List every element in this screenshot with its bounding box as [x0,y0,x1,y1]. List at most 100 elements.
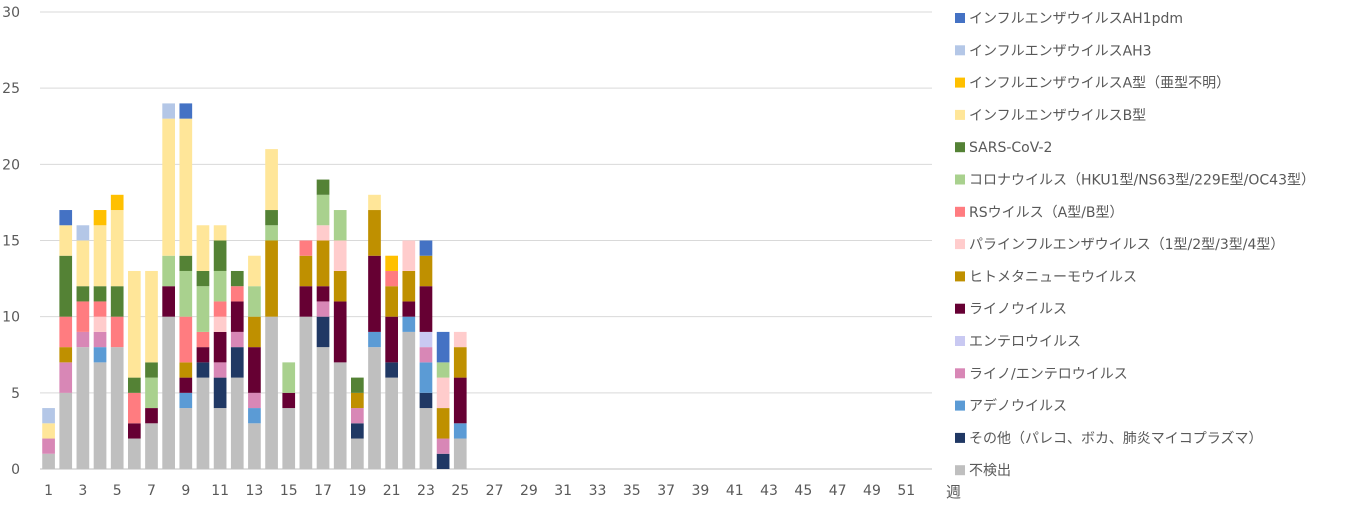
bar-segment [213,240,227,271]
bar-segment [402,301,416,317]
bar-segment [385,316,399,363]
legend-swatch [955,465,965,476]
bar-segment [127,270,141,378]
bar-segment [179,408,193,469]
x-tick-label: 29 [520,483,538,499]
bar-segment [162,118,176,256]
bar-segment [316,301,330,317]
bar-segment [333,210,347,241]
bar-segment [145,270,158,363]
x-tick-label: 21 [383,483,401,499]
x-tick-label: 51 [897,483,915,499]
x-tick-label: 7 [147,483,156,499]
bar-segment [145,377,158,409]
bar-segment [127,392,141,424]
x-tick-label: 5 [113,483,122,499]
x-tick-label: 49 [863,483,881,499]
bar-segment [110,286,124,317]
bar-segment [196,331,210,348]
legend-label: アデノウイルス [969,398,1067,415]
bar-segment [110,194,124,211]
legend-swatch [955,432,965,443]
bar-segment [248,316,261,348]
bar-segment [127,438,141,469]
legend-label: インフルエンザウイルスB型 [969,108,1146,124]
x-tick-label: 47 [829,483,847,499]
bar-segment [333,301,347,363]
bar-segment [299,240,313,256]
bar-segment [385,255,399,271]
legend-swatch [955,77,965,88]
bar-segment [316,347,330,469]
y-tick-label: 0 [11,462,20,478]
bar-segment [230,347,244,378]
bar-segment [213,301,227,317]
bar-segment [385,286,399,317]
bar-segment [453,377,467,424]
legend-swatch [955,13,965,23]
bar-segment [93,347,107,363]
bar-segment [453,331,467,348]
legend-label: インフルエンザウイルスA型（亜型不明） [969,76,1230,92]
bar-segment [93,210,107,226]
bar-segment [368,331,381,348]
bar-segment [248,347,261,393]
bar-segment [59,362,73,393]
bar-segment [127,423,141,439]
bar-segment [59,225,73,256]
x-tick-label: 45 [794,483,812,499]
bar-segment [350,408,364,424]
bar-segment [145,408,158,424]
bar-segment [42,408,55,424]
y-tick-label: 25 [2,81,20,97]
legend-label: インフルエンザウイルスAH1pdm [969,11,1183,27]
bar-segment [93,225,107,287]
bar-segment [93,331,107,348]
bar-segment [316,286,330,302]
bar-segment [110,347,124,469]
bar-segment [230,270,244,287]
x-tick-label: 17 [314,483,332,499]
bar-segment [265,225,278,241]
bar-segment [76,225,90,241]
bar-segment [248,408,261,424]
bar-segment [436,331,450,363]
bar-segment [179,118,193,256]
legend-label: ヒトメタニューモウイルス [969,269,1137,285]
legend-swatch [955,142,965,153]
legend-label: パラインフルエンザウイルス（1型/2型/3型/4型） [969,237,1284,253]
bar-segment [162,286,176,317]
bar-segment [350,392,364,409]
bar-segment [213,408,227,469]
bar-segment [196,362,210,378]
bar-segment [333,362,347,469]
bar-segment [350,377,364,393]
bar-segment [196,270,210,287]
bar-segment [265,240,278,317]
x-tick-label: 43 [760,483,778,499]
bar-segment [419,331,433,348]
legend-swatch [955,271,965,282]
legend-swatch [955,206,965,217]
bar-segment [213,377,227,409]
bar-segment [179,392,193,409]
bar-segment [162,316,176,469]
legend-swatch [955,336,965,346]
bar-segment [436,377,450,409]
legend-swatch [955,174,965,185]
bar-segment [316,194,330,226]
bar-segment [93,286,107,302]
bar-segment [230,286,244,302]
bar-segment [196,225,210,271]
bar-segment [196,347,210,363]
bar-segment [316,240,330,287]
bar-segment [76,301,90,332]
x-unit-label: 週 [946,483,961,501]
bar-segment [179,377,193,393]
bar-segment [179,255,193,271]
bar-segment [162,103,176,119]
bar-segment [316,225,330,241]
bar-segment [419,408,433,469]
bar-segment [419,362,433,393]
